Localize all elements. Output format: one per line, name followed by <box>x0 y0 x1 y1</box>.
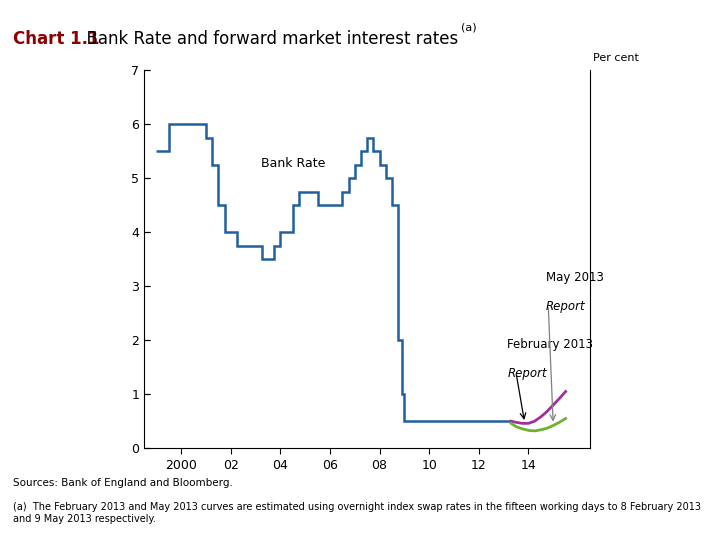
Text: Report: Report <box>508 367 547 380</box>
Text: May 2013: May 2013 <box>546 271 603 284</box>
Text: (a): (a) <box>461 23 477 33</box>
Text: Sources: Bank of England and Bloomberg.: Sources: Bank of England and Bloomberg. <box>13 478 233 488</box>
Text: (a)  The February 2013 and May 2013 curves are estimated using overnight index s: (a) The February 2013 and May 2013 curve… <box>13 502 701 524</box>
Text: Chart 1.1: Chart 1.1 <box>13 30 99 48</box>
Text: Per cent: Per cent <box>593 52 639 63</box>
Text: Report: Report <box>546 300 585 313</box>
Text: Bank Rate: Bank Rate <box>261 157 325 170</box>
Text: February 2013: February 2013 <box>508 338 593 351</box>
Text: Bank Rate and forward market interest rates: Bank Rate and forward market interest ra… <box>76 30 458 48</box>
